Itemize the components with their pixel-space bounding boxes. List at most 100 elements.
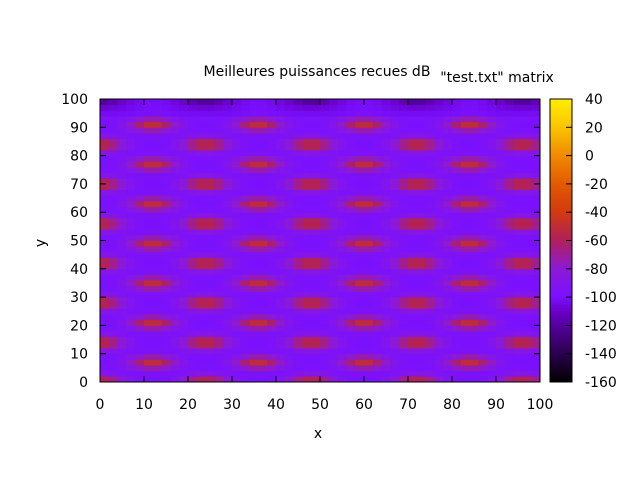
heatmap-cell <box>496 359 506 366</box>
heatmap-cell <box>267 217 277 224</box>
heatmap-cell <box>258 183 268 190</box>
heatmap-cell <box>372 121 382 128</box>
heatmap-cell <box>320 234 330 241</box>
heatmap-cell <box>469 234 479 241</box>
heatmap-cell <box>267 223 277 230</box>
heatmap-cell <box>179 104 189 111</box>
x-tick-label: 30 <box>223 397 241 413</box>
heatmap-cell <box>434 246 444 253</box>
heatmap-cell <box>460 308 470 315</box>
heatmap-cell <box>135 121 145 128</box>
heatmap-cell <box>311 285 321 292</box>
heatmap-cell <box>364 263 374 270</box>
heatmap-cell <box>293 280 303 287</box>
heatmap-cell <box>452 115 462 123</box>
heatmap-cell <box>276 229 286 236</box>
heatmap-cell <box>364 342 374 349</box>
heatmap-cell <box>293 251 303 258</box>
heatmap-cell <box>196 104 206 111</box>
heatmap-cell <box>452 359 462 366</box>
heatmap-cell <box>179 285 189 292</box>
heatmap-cell <box>408 246 418 253</box>
heatmap-cell <box>144 263 154 270</box>
heatmap-cell <box>126 376 136 383</box>
heatmap-cell <box>381 200 391 207</box>
heatmap-cell <box>232 132 242 140</box>
heatmap-cell <box>381 172 391 179</box>
heatmap-cell <box>337 376 347 383</box>
heatmap-cell <box>302 229 312 236</box>
heatmap-cell <box>320 348 330 355</box>
heatmap-cell <box>487 246 497 253</box>
heatmap-cell <box>408 263 418 270</box>
heatmap-cell <box>469 263 479 270</box>
heatmap-cell <box>522 200 532 207</box>
heatmap-cell <box>320 115 330 123</box>
heatmap-cell <box>232 308 242 315</box>
heatmap-cell <box>161 319 171 326</box>
heatmap-cell <box>258 336 268 343</box>
heatmap-cell <box>302 206 312 213</box>
heatmap-cell <box>152 161 162 168</box>
heatmap-cell <box>346 342 356 349</box>
heatmap-cell <box>478 336 488 343</box>
heatmap-cell <box>108 370 118 377</box>
heatmap-cell <box>311 376 321 383</box>
y-tick-label: 0 <box>79 375 88 391</box>
heatmap-cell <box>443 183 453 190</box>
heatmap-cell <box>293 263 303 270</box>
heatmap-cell <box>434 183 444 190</box>
x-tick-label: 70 <box>399 397 417 413</box>
heatmap-cell <box>469 325 479 332</box>
heatmap-cell <box>416 138 426 145</box>
heatmap-cell <box>179 183 189 190</box>
heatmap-cell <box>496 336 506 343</box>
heatmap-cell <box>205 99 215 106</box>
heatmap-cell <box>196 212 206 219</box>
heatmap-cell <box>152 308 162 315</box>
heatmap-cell <box>258 308 268 315</box>
heatmap-cell <box>416 183 426 190</box>
heatmap-cell <box>205 348 215 355</box>
heatmap-cell <box>434 110 444 117</box>
heatmap-cell <box>364 132 374 140</box>
heatmap-cell <box>364 297 374 304</box>
heatmap-cell <box>452 336 462 343</box>
heatmap-cell <box>311 291 321 298</box>
heatmap-cell <box>205 212 215 219</box>
heatmap-cell <box>117 178 127 185</box>
heatmap-cell <box>408 217 418 224</box>
heatmap-cell <box>487 172 497 179</box>
heatmap-cell <box>196 229 206 236</box>
heatmap-cell <box>126 263 136 270</box>
heatmap-cell <box>293 336 303 343</box>
heatmap-cell <box>223 263 233 270</box>
heatmap-cell <box>416 115 426 123</box>
heatmap-cell <box>144 172 154 179</box>
heatmap-cell <box>337 161 347 168</box>
heatmap-cell <box>205 200 215 207</box>
heatmap-cell <box>381 240 391 247</box>
heatmap-cell <box>487 291 497 298</box>
y-tick-label: 30 <box>70 290 88 306</box>
heatmap-cell <box>443 348 453 355</box>
heatmap-cell <box>408 166 418 173</box>
heatmap-cell <box>337 297 347 304</box>
heatmap-cell <box>372 376 382 383</box>
heatmap-cell <box>258 325 268 332</box>
heatmap-cell <box>452 314 462 321</box>
heatmap-cell <box>522 132 532 140</box>
heatmap-cell <box>188 138 198 145</box>
heatmap-cell <box>135 263 145 270</box>
heatmap-cell <box>293 172 303 179</box>
heatmap-cell <box>399 314 409 321</box>
heatmap-cell <box>188 348 198 355</box>
heatmap-cell <box>214 314 224 321</box>
heatmap-cell <box>390 365 400 372</box>
heatmap-cell <box>117 257 127 264</box>
heatmap-cell <box>364 308 374 315</box>
heatmap-cell <box>179 319 189 326</box>
heatmap-cell <box>108 365 118 372</box>
heatmap-cell <box>443 127 453 134</box>
heatmap-cell <box>346 144 356 151</box>
